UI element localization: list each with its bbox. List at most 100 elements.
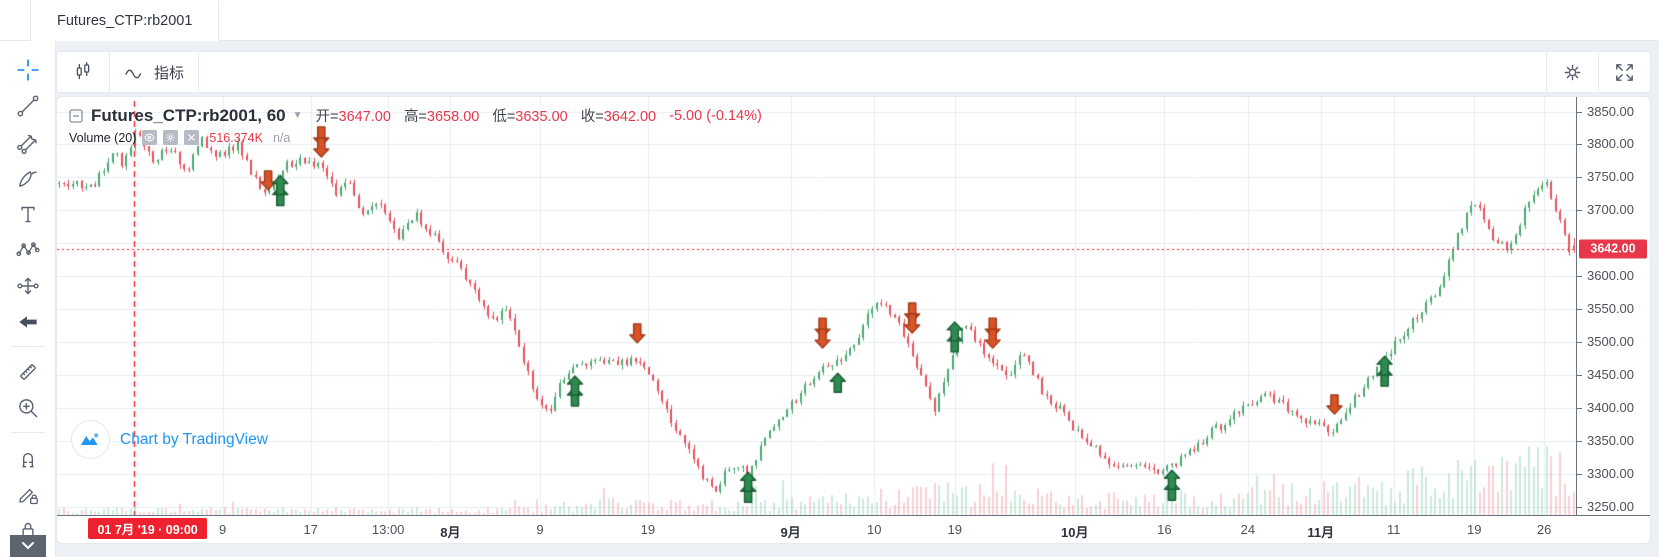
crosshair-time-badge: 01 7月 '19 · 09:00 xyxy=(88,518,207,539)
time-tick-label: 19 xyxy=(947,522,962,537)
volume-study-row: Volume (20) 516.374K n/a xyxy=(69,130,762,145)
attribution-link[interactable]: Chart by TradingView xyxy=(120,430,268,448)
price-tick-label: 3750.00 xyxy=(1577,170,1634,184)
text-icon xyxy=(20,206,35,222)
time-tick-label: 8月 xyxy=(440,525,461,540)
legend-collapse-button[interactable] xyxy=(69,108,84,123)
time-tick-label: 19 xyxy=(640,522,656,537)
drawing-toolbar xyxy=(0,41,56,557)
volume-ma-value: n/a xyxy=(272,130,291,145)
candle-style-button[interactable] xyxy=(57,52,109,92)
ohlc-label: 开= xyxy=(315,109,339,125)
lock-drawings-button[interactable] xyxy=(9,479,47,508)
time-tick-label: 9 xyxy=(536,522,544,537)
time-tick-label: 16 xyxy=(1157,522,1172,537)
chart-legend: Futures_CTP:rb2001, 60 ▼ 开=3647.00 高=3658… xyxy=(69,105,762,145)
brush-icon xyxy=(18,170,37,187)
toolbar-separator xyxy=(198,52,200,92)
measure-tool-button[interactable] xyxy=(9,357,47,386)
magnet-icon xyxy=(21,452,34,467)
chart-content: 指标 xyxy=(56,41,1659,557)
price-tick-label: 3350.00 xyxy=(1577,434,1634,448)
fullscreen-button[interactable] xyxy=(1599,52,1650,92)
tradingview-attribution[interactable]: Chart by TradingView xyxy=(71,420,268,459)
time-tick-label: 9月 xyxy=(780,525,801,540)
price-tick-label: 3500.00 xyxy=(1577,335,1634,349)
time-axis[interactable]: 01 7月 '19 · 09:00 9 17 13:00 8月 9 19 9月 10 19 10月… xyxy=(57,515,1650,543)
chart-settings-button[interactable] xyxy=(1547,52,1598,92)
symbol-title[interactable]: Futures_CTP:rb2001, 60 xyxy=(91,105,286,125)
trend-line-icon xyxy=(17,95,38,116)
fullscreen-icon xyxy=(1616,63,1633,81)
price-tick-label: 3700.00 xyxy=(1577,203,1634,217)
toolbar-divider xyxy=(10,432,45,433)
undo-arrow-button[interactable] xyxy=(9,307,47,336)
volume-value: 516.374K xyxy=(209,130,263,145)
toolbar-divider xyxy=(10,346,45,347)
gear-icon xyxy=(166,133,176,142)
text-tool-button[interactable] xyxy=(9,199,47,228)
ohlc-label: 收= xyxy=(580,109,604,125)
last-price-badge: 3642.00 xyxy=(1579,239,1647,259)
indicators-button[interactable]: 指标 xyxy=(110,52,198,92)
toolbar-separator xyxy=(1546,52,1547,92)
candlestick-chart-canvas[interactable] xyxy=(57,97,1576,515)
chart-tab-label: Futures_CTP:rb2001 xyxy=(57,12,193,29)
magnet-tool-button[interactable] xyxy=(9,443,47,472)
time-tick-label: 17 xyxy=(303,522,318,537)
chart-card: Futures_CTP:rb2001, 60 ▼ 开=3647.00 高=3658… xyxy=(56,96,1651,544)
ohlc-value: 3635.00 xyxy=(515,109,568,125)
crosshair-tool-button[interactable] xyxy=(9,55,47,84)
price-tick-label: 3400.00 xyxy=(1577,401,1634,415)
volume-settings-button[interactable] xyxy=(163,130,179,145)
close-icon xyxy=(188,134,196,141)
chevron-down-icon xyxy=(22,542,34,550)
time-tick-label: 9 xyxy=(218,522,227,537)
xabcd-pattern-icon xyxy=(15,241,40,256)
toolbar-separator xyxy=(1598,52,1599,92)
ohlc-group: 开=3647.00 xyxy=(316,105,391,126)
ohlc-group: 收=3642.00 xyxy=(581,105,656,126)
pitchfork-tool-button[interactable] xyxy=(9,127,47,156)
brush-tool-button[interactable] xyxy=(9,163,47,192)
volume-visibility-button[interactable] xyxy=(142,130,158,145)
ohlc-values: 开=3647.00 高=3658.00 低=3635.00 收=3642.00 -5.0… xyxy=(316,105,762,126)
tab-bar: Futures_CTP:rb2001 xyxy=(0,0,1659,41)
arrow-left-icon xyxy=(18,315,37,328)
gear-icon xyxy=(1564,64,1581,80)
price-axis[interactable]: 3642.00 3850.00 3800.00 3750.00 3700.00 3600… xyxy=(1576,97,1650,515)
time-tick-label: 10月 xyxy=(1060,525,1089,540)
chart-plot-area[interactable]: Futures_CTP:rb2001, 60 ▼ 开=3647.00 高=3658… xyxy=(57,97,1576,515)
toolbar-scroll-down-button[interactable] xyxy=(10,535,46,557)
pencil-lock-icon xyxy=(18,488,38,504)
ohlc-label: 低= xyxy=(492,109,516,125)
projection-icon xyxy=(16,277,39,294)
trend-line-tool-button[interactable] xyxy=(9,91,47,120)
zoom-in-icon xyxy=(18,398,37,417)
main-area: 指标 xyxy=(0,41,1659,557)
volume-remove-button[interactable] xyxy=(184,130,200,145)
volume-study-label: Volume (20) xyxy=(69,130,137,145)
time-tick-label: 11 xyxy=(1386,522,1401,537)
ohlc-group: 高=3658.00 xyxy=(404,105,479,126)
ohlc-value: 3658.00 xyxy=(426,109,480,125)
ohlc-value: 3647.00 xyxy=(338,109,391,125)
symbol-dropdown-caret-icon[interactable]: ▼ xyxy=(292,110,303,121)
time-tick-label: 11月 xyxy=(1307,525,1335,540)
toolbar-separator xyxy=(109,52,110,92)
time-tick-label: 10 xyxy=(866,522,882,537)
price-tick-label: 3450.00 xyxy=(1577,368,1634,382)
ohlc-group: 低=3635.00 xyxy=(492,105,567,126)
ohlc-value: 3642.00 xyxy=(603,109,657,125)
xabcd-pattern-tool-button[interactable] xyxy=(9,235,47,264)
time-tick-label: 19 xyxy=(1466,522,1482,537)
zoom-in-tool-button[interactable] xyxy=(9,393,47,422)
price-tick-label: 3550.00 xyxy=(1577,302,1634,316)
price-tick-label: 3300.00 xyxy=(1577,467,1634,481)
projection-tool-button[interactable] xyxy=(9,271,47,300)
time-tick-label: 26 xyxy=(1536,522,1552,537)
price-tick-label: 3600.00 xyxy=(1577,269,1634,283)
chart-tab[interactable]: Futures_CTP:rb2001 xyxy=(30,1,220,41)
price-tick-label: 3850.00 xyxy=(1577,104,1634,119)
